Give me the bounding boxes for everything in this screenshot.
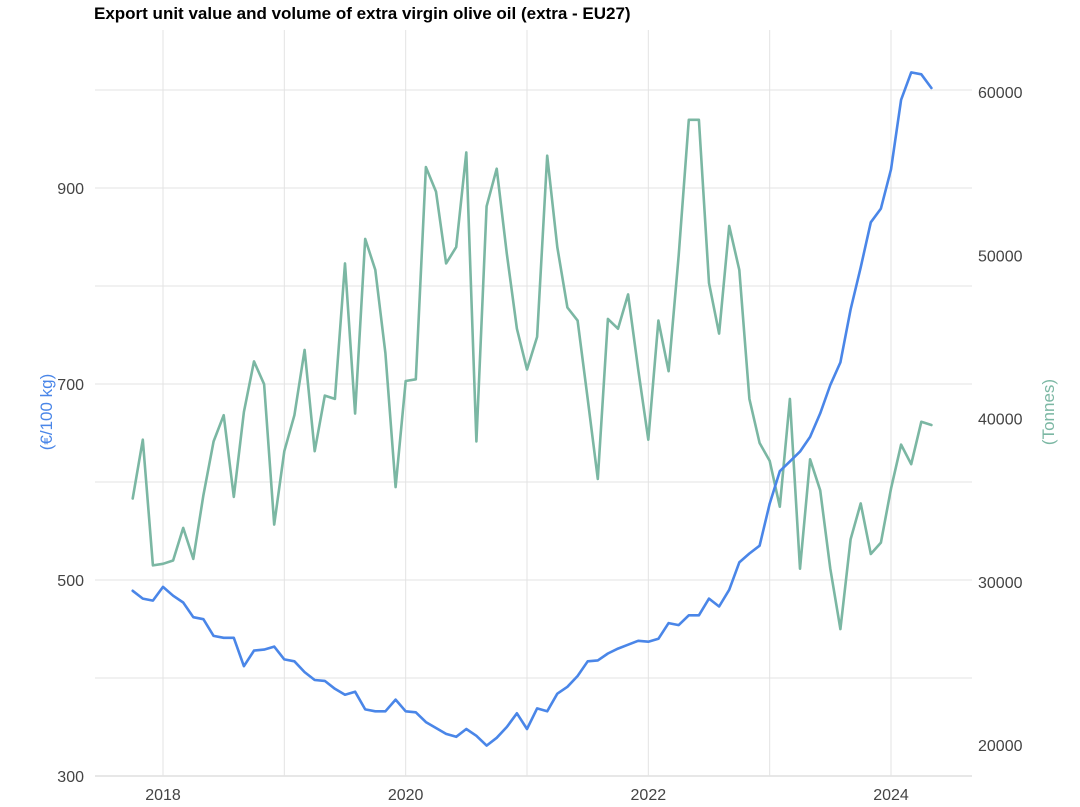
unit-value-line [131, 71, 933, 747]
right-axis-title: (Tonnes) [1039, 379, 1058, 445]
right-tick-label: 40000 [978, 412, 1023, 429]
left-tick-label: 900 [57, 181, 84, 198]
right-tick-label: 30000 [978, 575, 1023, 592]
x-tick-label: 2022 [631, 787, 667, 804]
left-tick-label: 300 [57, 769, 84, 786]
right-tick-label: 20000 [978, 738, 1023, 755]
left-tick-label: 500 [57, 573, 84, 590]
left-axis-title: (€/100 kg) [37, 374, 56, 451]
right-tick-label: 60000 [978, 85, 1023, 102]
series-lines [131, 71, 933, 747]
volume-line [131, 118, 933, 631]
tick-labels: 300 500 700 900 20000 30000 40000 50000 60000 201… [57, 85, 1022, 804]
grid-lines [95, 30, 972, 777]
x-tick-label: 2018 [145, 787, 181, 804]
left-tick-label: 700 [57, 377, 84, 394]
chart-title: Export unit value and volume of extra vi… [94, 4, 631, 23]
x-tick-label: 2024 [873, 787, 909, 804]
x-tick-label: 2020 [388, 787, 424, 804]
right-tick-label: 50000 [978, 248, 1023, 265]
